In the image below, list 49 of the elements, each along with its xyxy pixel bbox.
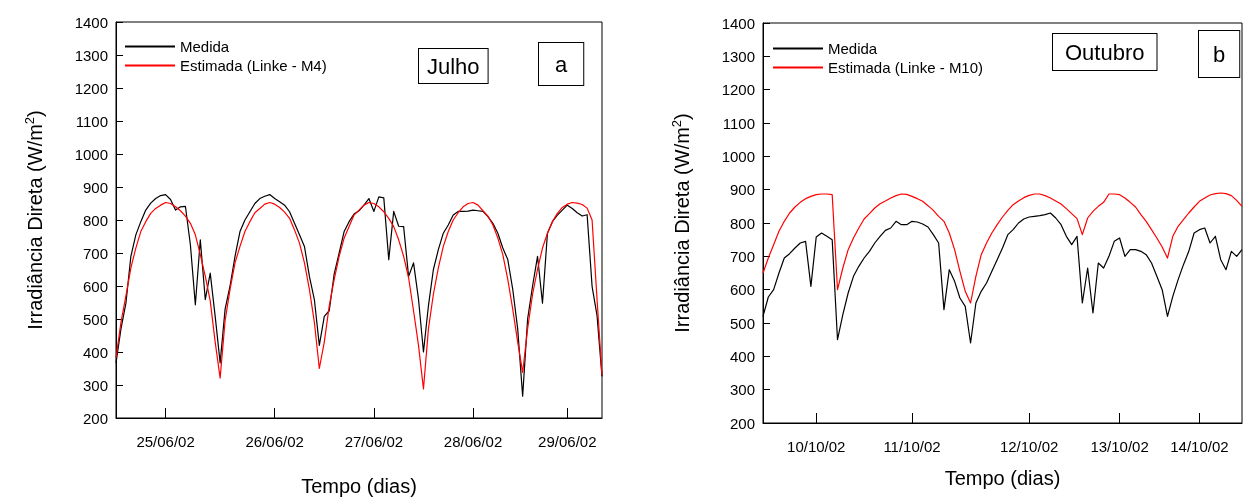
x-tick-label: 29/06/02 <box>538 433 597 450</box>
legend-label: Estimada (Linke - M4) <box>180 57 327 74</box>
y-tick-label: 400 <box>82 343 108 361</box>
x-tick-label: 11/10/02 <box>883 438 941 455</box>
x-tick-label: 12/10/02 <box>999 438 1059 455</box>
x-tick-label: 26/06/02 <box>245 433 304 450</box>
x-tick-label: 14/10/02 <box>1170 438 1229 455</box>
y-tick-label: 900 <box>729 181 755 199</box>
y-tick-label: 1000 <box>74 145 108 163</box>
y-tick-label: 1000 <box>721 147 755 165</box>
y-tick-label: 800 <box>82 211 108 229</box>
y-tick-label: 500 <box>82 310 108 328</box>
legend-label: Medida <box>828 40 878 57</box>
x-tick-label: 25/06/02 <box>136 433 195 450</box>
x-tick-label: 10/10/02 <box>787 438 846 455</box>
y-tick-label: 400 <box>729 347 755 365</box>
y-tick-label: 700 <box>729 247 755 265</box>
y-tick-label: 200 <box>82 409 108 427</box>
y-tick-label: 1300 <box>721 47 755 65</box>
y-tick-label: 1400 <box>74 13 108 31</box>
y-tick-label: 600 <box>82 277 108 295</box>
y-tick-label: 1200 <box>74 79 108 97</box>
annotation: b <box>1213 41 1226 67</box>
y-tick-label: 1100 <box>722 114 755 132</box>
y-tick-label: 300 <box>729 381 755 399</box>
line-series <box>762 192 1243 304</box>
legend-label: Medida <box>180 38 230 55</box>
y-tick-label: 1100 <box>75 112 108 130</box>
y-tick-label: 700 <box>82 244 108 262</box>
y-tick-label: 600 <box>729 281 755 299</box>
y-tick-label: 1400 <box>721 14 755 32</box>
annotation: Outubro <box>1065 39 1145 65</box>
y-tick-label: 800 <box>729 214 755 232</box>
annotation: Julho <box>427 53 480 79</box>
y-tick-label: 300 <box>82 376 108 394</box>
x-tick-label: 28/06/02 <box>443 433 503 450</box>
x-axis-title: Tempo (dias) <box>944 467 1061 489</box>
annotation: a <box>555 51 568 77</box>
y-axis-title: Irradiância Direta (W/m2) <box>22 110 46 330</box>
x-axis-title: Tempo (dias) <box>301 475 417 497</box>
y-tick-label: 500 <box>729 314 755 332</box>
y-axis-title: Irradiância Direta (W/m2) <box>669 113 693 333</box>
y-tick-label: 900 <box>82 178 108 196</box>
y-tick-label: 200 <box>729 414 755 432</box>
y-tick-label: 1200 <box>721 81 755 99</box>
legend-label: Estimada (Linke - M10) <box>828 59 984 76</box>
y-tick-label: 1300 <box>74 46 108 64</box>
x-tick-label: 27/06/02 <box>344 433 404 450</box>
x-tick-label: 13/10/02 <box>1090 438 1149 455</box>
